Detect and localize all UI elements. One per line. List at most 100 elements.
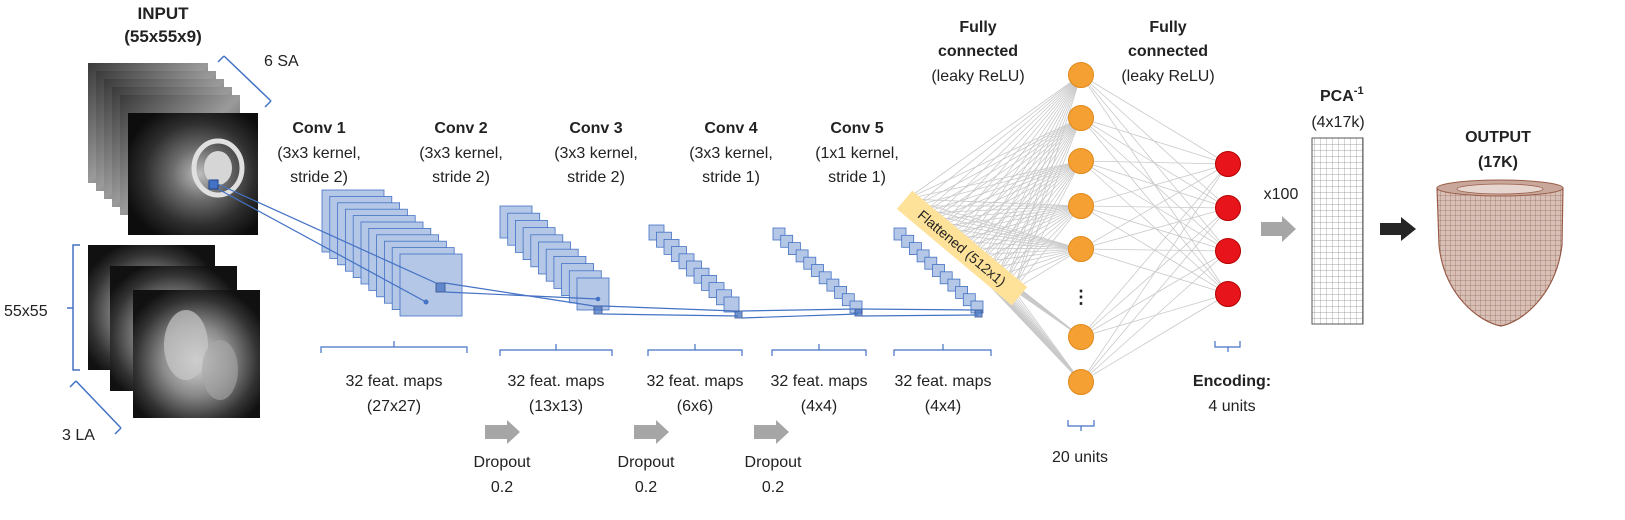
conv4-kernel: (3x3 kernel, <box>689 145 773 162</box>
fc1-bracket <box>1068 420 1094 431</box>
encoding-node <box>1216 196 1241 221</box>
dropouts: Dropout 0.2 Dropout 0.2 Dropout 0.2 <box>474 420 802 496</box>
conv3-maps: 32 feat. maps <box>647 373 744 390</box>
fc-edge <box>1081 75 1228 164</box>
short-axis-slices <box>88 63 258 235</box>
pca-dims: (4x17k) <box>1311 114 1364 131</box>
conv2-maps: 32 feat. maps <box>508 373 605 390</box>
conv3-title: Conv 3 <box>569 120 622 137</box>
conv5-maps: 32 feat. maps <box>895 373 992 390</box>
fc-edge <box>1081 294 1228 337</box>
conv5-stride: stride 1) <box>828 169 886 186</box>
fc-edge <box>1081 294 1228 382</box>
conv1-feature-stack <box>322 190 462 316</box>
dropout-arrow-icon <box>754 420 789 444</box>
encoding-units: 4 units <box>1208 398 1255 415</box>
conv1-bracket <box>321 341 467 353</box>
dropout-2: Dropout 0.2 <box>618 420 675 496</box>
dropout-3-label: Dropout <box>745 454 802 471</box>
encoding-bracket <box>1215 341 1240 352</box>
dropout-1-label: Dropout <box>474 454 531 471</box>
pca-matrix <box>1312 138 1363 324</box>
feature-map <box>577 278 609 310</box>
fc1-node <box>1069 325 1094 350</box>
conv3-feature-stack <box>649 225 739 312</box>
dropout-arrow-icon <box>634 420 669 444</box>
fc-edge <box>1081 164 1228 206</box>
conv1-maps: 32 feat. maps <box>346 373 443 390</box>
conv3-kernel: (3x3 kernel, <box>554 145 638 162</box>
dropout-2-value: 0.2 <box>635 479 657 496</box>
output-title: OUTPUT <box>1465 129 1531 146</box>
fc2-title: Fully <box>1149 19 1186 36</box>
conv4-size: (4x4) <box>801 398 837 415</box>
fc1-activation: (leaky ReLU) <box>931 68 1024 85</box>
long-axis-slices <box>88 245 260 418</box>
fc-edge <box>915 118 1081 206</box>
conv5-kernel: (1x1 kernel, <box>815 145 899 162</box>
fc1-node <box>1069 63 1094 88</box>
conv1-size: (27x27) <box>367 398 421 415</box>
la-bracket-vertical <box>73 245 80 370</box>
encoding-node <box>1216 282 1241 307</box>
size-label: 55x55 <box>4 303 48 320</box>
conv4-maps: 32 feat. maps <box>771 373 868 390</box>
encoding-title: Encoding: <box>1193 373 1271 390</box>
output-arrow-icon <box>1380 217 1416 241</box>
input-dims: (55x55x9) <box>124 27 202 46</box>
fc2-title-2: connected <box>1128 43 1208 60</box>
fc1-node <box>1069 106 1094 131</box>
dropout-arrow-icon <box>485 420 520 444</box>
output-block: OUTPUT (17K) <box>1380 129 1563 326</box>
conv2-size: (13x13) <box>529 398 583 415</box>
fc1-title: Fully <box>959 19 996 36</box>
la-label: 3 LA <box>62 427 95 444</box>
heart-mesh <box>1437 180 1563 326</box>
encoding-node <box>1216 152 1241 177</box>
conv5-bracket <box>894 344 991 356</box>
fc1-node <box>1069 149 1094 174</box>
pca-label: PCA-1 <box>1320 85 1364 105</box>
conv5-title: Conv 5 <box>830 120 883 137</box>
conv4-feature-stack <box>773 228 862 313</box>
fc-edge <box>1081 118 1228 208</box>
conv1-kernel: (3x3 kernel, <box>277 145 361 162</box>
fc1-node <box>1069 370 1094 395</box>
dropout-3: Dropout 0.2 <box>745 420 802 496</box>
output-dims: (17K) <box>1478 154 1518 171</box>
feature-map <box>400 254 462 316</box>
conv1-title: Conv 1 <box>292 120 345 137</box>
conv1-stride: stride 2) <box>290 169 348 186</box>
conv5-size: (4x4) <box>925 398 961 415</box>
conv4-stride: stride 1) <box>702 169 760 186</box>
pca-block: x100 PCA-1 (4x17k) <box>1261 85 1365 324</box>
conv4-bracket <box>772 344 866 356</box>
fc-edge <box>1081 208 1228 382</box>
fc1-title-2: connected <box>938 43 1018 60</box>
fc1-nodes <box>1069 63 1094 395</box>
conv4: Conv 4 (3x3 kernel, stride 1) 32 feat. m… <box>689 120 867 415</box>
conv2-kernel: (3x3 kernel, <box>419 145 503 162</box>
dropout-3-value: 0.2 <box>762 479 784 496</box>
conv3-size: (6x6) <box>677 398 713 415</box>
fc1-node <box>1069 237 1094 262</box>
fc-edge <box>1081 251 1228 337</box>
conv2-stride: stride 2) <box>432 169 490 186</box>
fc-edge <box>940 161 1081 227</box>
conv5: Conv 5 (1x1 kernel, stride 1) 32 feat. m… <box>815 120 991 415</box>
feature-map <box>724 297 739 312</box>
conv2-title: Conv 2 <box>434 120 487 137</box>
conv-layers: Conv 1 (3x3 kernel, stride 2) 32 feat. m… <box>209 120 991 415</box>
fc-edge <box>940 75 1081 227</box>
conv4-title: Conv 4 <box>704 120 757 137</box>
fc-edge <box>1081 118 1228 164</box>
encoding-node <box>1216 239 1241 264</box>
input-kernel-box <box>209 180 218 189</box>
conv3-bracket <box>648 344 742 356</box>
input-title: INPUT <box>138 4 190 23</box>
conv2-bracket <box>500 344 612 356</box>
conv1: Conv 1 (3x3 kernel, stride 2) 32 feat. m… <box>277 120 467 415</box>
sa-label: 6 SA <box>264 53 299 70</box>
fc-edge <box>1081 251 1228 382</box>
